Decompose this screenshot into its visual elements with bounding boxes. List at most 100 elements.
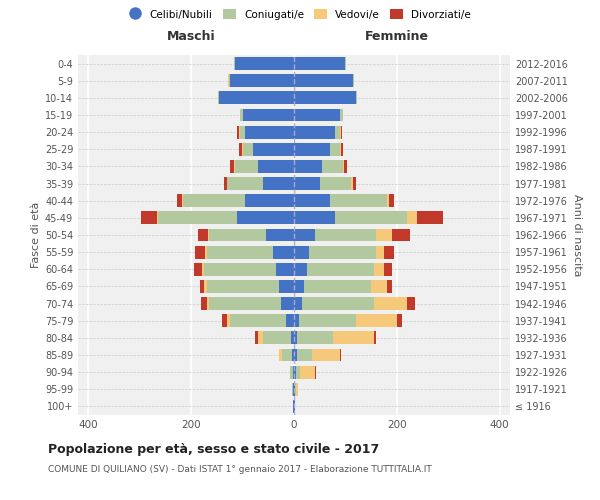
Bar (239, 126, 240, 138)
Bar (294, 126, 335, 138)
Bar (227, 177, 263, 190)
Bar (182, 194, 184, 207)
Bar (343, 160, 344, 173)
Text: Maschi: Maschi (167, 30, 215, 43)
Bar (315, 366, 316, 378)
Bar (407, 212, 418, 224)
Bar (340, 126, 341, 138)
Bar (209, 297, 281, 310)
Bar (296, 332, 332, 344)
Bar (206, 280, 278, 293)
Bar (294, 246, 310, 258)
Text: Popolazione per età, sesso e stato civile - 2017: Popolazione per età, sesso e stato civil… (48, 442, 379, 456)
Legend: Celibi/Nubili, Coniugati/e, Vedovi/e, Divorziati/e: Celibi/Nubili, Coniugati/e, Vedovi/e, Di… (125, 5, 475, 24)
Bar (202, 263, 204, 276)
Bar (141, 212, 157, 224)
Bar (376, 228, 392, 241)
Bar (206, 246, 274, 258)
Bar (310, 246, 376, 258)
Bar (340, 143, 341, 156)
Bar (218, 92, 220, 104)
Bar (279, 348, 281, 362)
Bar (332, 332, 374, 344)
Bar (374, 332, 376, 344)
Bar (194, 263, 202, 276)
Bar (294, 228, 314, 241)
Bar (341, 143, 343, 156)
Bar (209, 228, 266, 241)
Bar (158, 212, 238, 224)
Bar (238, 126, 239, 138)
Text: COMUNE DI QUILIANO (SV) - Dati ISTAT 1° gennaio 2017 - Elaborazione TUTTITALIA.I: COMUNE DI QUILIANO (SV) - Dati ISTAT 1° … (48, 465, 432, 474)
Bar (340, 108, 343, 122)
Bar (350, 177, 353, 190)
Bar (294, 194, 330, 207)
Bar (293, 366, 294, 378)
Bar (204, 263, 276, 276)
Bar (294, 332, 296, 344)
Bar (330, 194, 386, 207)
Bar (340, 348, 341, 362)
Bar (371, 280, 386, 293)
Bar (294, 366, 296, 378)
Bar (294, 74, 353, 87)
Bar (296, 383, 298, 396)
Bar (245, 126, 294, 138)
Bar (294, 160, 322, 173)
Bar (157, 212, 158, 224)
Bar (294, 177, 320, 190)
Bar (322, 160, 343, 173)
Bar (230, 74, 294, 87)
Bar (281, 297, 294, 310)
Y-axis label: Anni di nascita: Anni di nascita (572, 194, 582, 276)
Bar (177, 194, 182, 207)
Bar (294, 212, 335, 224)
Bar (292, 348, 294, 362)
Bar (263, 177, 294, 190)
Text: Femmine: Femmine (365, 30, 429, 43)
Bar (389, 194, 394, 207)
Y-axis label: Fasce di età: Fasce di età (31, 202, 41, 268)
Bar (276, 263, 294, 276)
Bar (312, 348, 340, 362)
Bar (392, 228, 410, 241)
Bar (356, 314, 397, 327)
Bar (294, 57, 346, 70)
Bar (353, 177, 356, 190)
Bar (335, 212, 407, 224)
Bar (208, 228, 209, 241)
Bar (230, 160, 235, 173)
Bar (195, 246, 205, 258)
Bar (204, 280, 206, 293)
Bar (230, 314, 286, 327)
Bar (376, 246, 384, 258)
Bar (302, 297, 374, 310)
Bar (384, 246, 394, 258)
Bar (296, 348, 312, 362)
Bar (294, 348, 296, 362)
Bar (353, 74, 354, 87)
Bar (206, 297, 209, 310)
Bar (286, 314, 294, 327)
Bar (266, 228, 294, 241)
Bar (356, 92, 357, 104)
Bar (344, 160, 347, 173)
Bar (295, 383, 296, 396)
Bar (294, 143, 330, 156)
Bar (335, 126, 340, 138)
Bar (290, 366, 293, 378)
Bar (294, 280, 304, 293)
Bar (240, 108, 242, 122)
Bar (278, 280, 294, 293)
Bar (263, 332, 292, 344)
Bar (294, 92, 356, 104)
Bar (299, 314, 356, 327)
Bar (294, 297, 302, 310)
Bar (240, 126, 245, 138)
Bar (256, 332, 258, 344)
Bar (294, 263, 307, 276)
Bar (299, 366, 315, 378)
Bar (234, 57, 235, 70)
Bar (229, 74, 230, 87)
Bar (238, 212, 294, 224)
